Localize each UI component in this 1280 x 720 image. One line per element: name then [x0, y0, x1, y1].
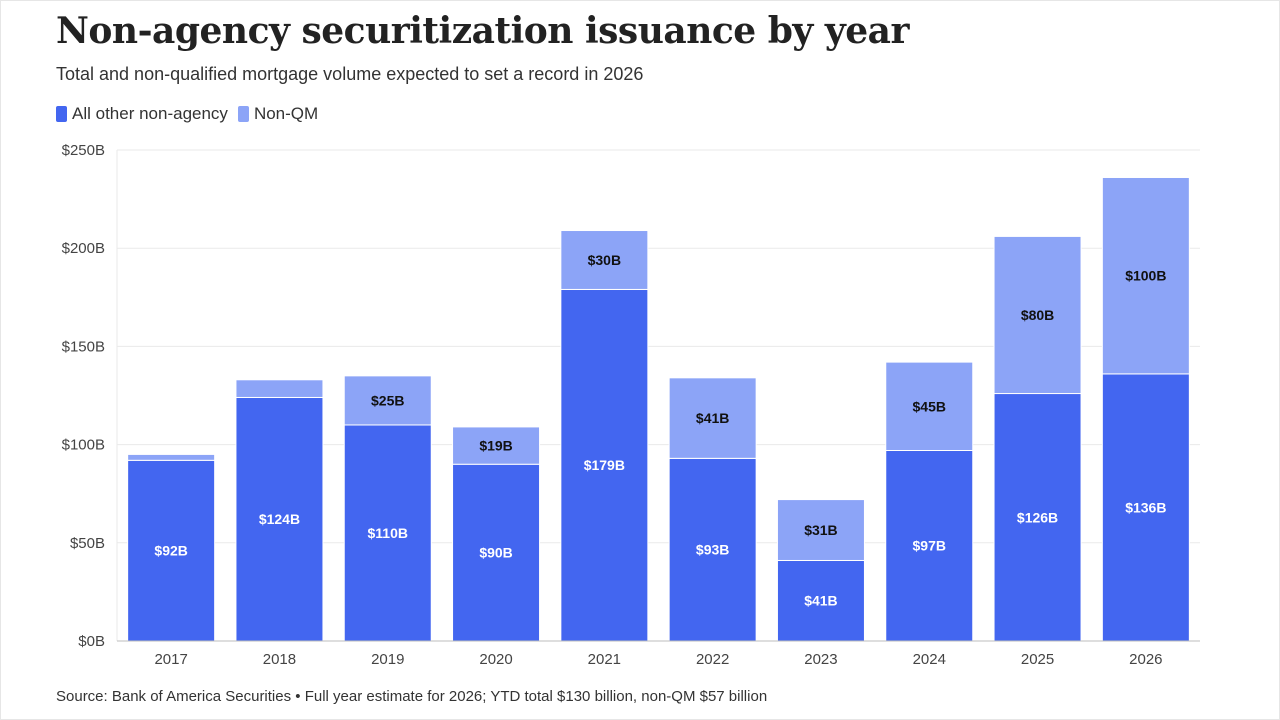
x-tick-label: 2019: [371, 651, 404, 668]
bar-non-qm: [560, 230, 649, 290]
data-label: $30B: [588, 252, 621, 268]
legend: All other non-agency Non-QM: [56, 104, 328, 124]
data-label: $41B: [696, 410, 729, 426]
bar-non-qm: [885, 361, 974, 451]
source-note: Source: Bank of America Securities • Ful…: [56, 688, 768, 705]
legend-swatch-other: [56, 106, 67, 122]
data-label: $31B: [804, 522, 837, 538]
legend-swatch-nonqm: [237, 106, 249, 122]
legend-item-nonqm: Non-QM: [237, 104, 319, 124]
data-label: $90B: [479, 545, 512, 561]
y-tick-label: $250B: [62, 142, 105, 159]
data-label: $136B: [1125, 499, 1166, 515]
y-tick-label: $150B: [62, 338, 105, 355]
bar-non-qm: [1101, 176, 1190, 375]
bar-non-qm: [993, 235, 1082, 395]
data-label: $45B: [913, 398, 946, 414]
x-tick-label: 2025: [1021, 651, 1054, 668]
x-tick-label: 2022: [696, 651, 729, 668]
x-tick-label: 2021: [588, 651, 621, 668]
y-tick-label: $200B: [62, 240, 105, 257]
data-label: $100B: [1125, 268, 1166, 284]
y-tick-label: $0B: [78, 633, 105, 650]
bar-other-non-agency: [993, 393, 1082, 642]
data-label: $126B: [1017, 509, 1058, 525]
data-label: $97B: [913, 538, 946, 554]
bar-other-non-agency: [885, 449, 974, 642]
bar-non-qm: [776, 499, 865, 561]
data-label: $19B: [479, 438, 512, 454]
chart-subtitle: Total and non-qualified mortgage volume …: [56, 64, 644, 84]
x-tick-label: 2026: [1129, 651, 1162, 668]
data-label: $41B: [804, 593, 837, 609]
x-tick-label: 2020: [479, 651, 512, 668]
bar-other-non-agency: [1101, 373, 1190, 642]
data-label: $110B: [368, 525, 408, 541]
data-label: $80B: [1021, 307, 1054, 323]
bar-non-qm: [235, 379, 324, 398]
y-tick-label: $100B: [62, 437, 105, 454]
x-tick-label: 2024: [913, 651, 946, 668]
legend-label-other: All other non-agency: [72, 104, 228, 123]
bar-non-qm: [452, 426, 541, 465]
bar-other-non-agency: [127, 459, 216, 642]
legend-item-other: All other non-agency: [56, 104, 228, 124]
data-label: $93B: [696, 542, 729, 558]
x-tick-label: 2018: [263, 651, 296, 668]
bar-other-non-agency: [452, 463, 541, 642]
data-label: $124B: [259, 511, 300, 527]
bar-non-qm: [127, 453, 216, 461]
bar-other-non-agency: [560, 288, 649, 642]
bar-non-qm: [343, 375, 432, 426]
y-tick-label: $50B: [70, 535, 105, 552]
chart-title: Non-agency securitization issuance by ye…: [56, 10, 909, 52]
data-label: $92B: [154, 543, 187, 559]
data-label: $25B: [371, 392, 404, 408]
data-label: $179B: [584, 457, 625, 473]
legend-label-nonqm: Non-QM: [253, 104, 319, 123]
bar-other-non-agency: [668, 457, 757, 642]
x-tick-label: 2017: [154, 651, 187, 668]
x-tick-label: 2023: [804, 651, 837, 668]
bar-other-non-agency: [776, 559, 865, 642]
bar-non-qm: [668, 377, 757, 459]
